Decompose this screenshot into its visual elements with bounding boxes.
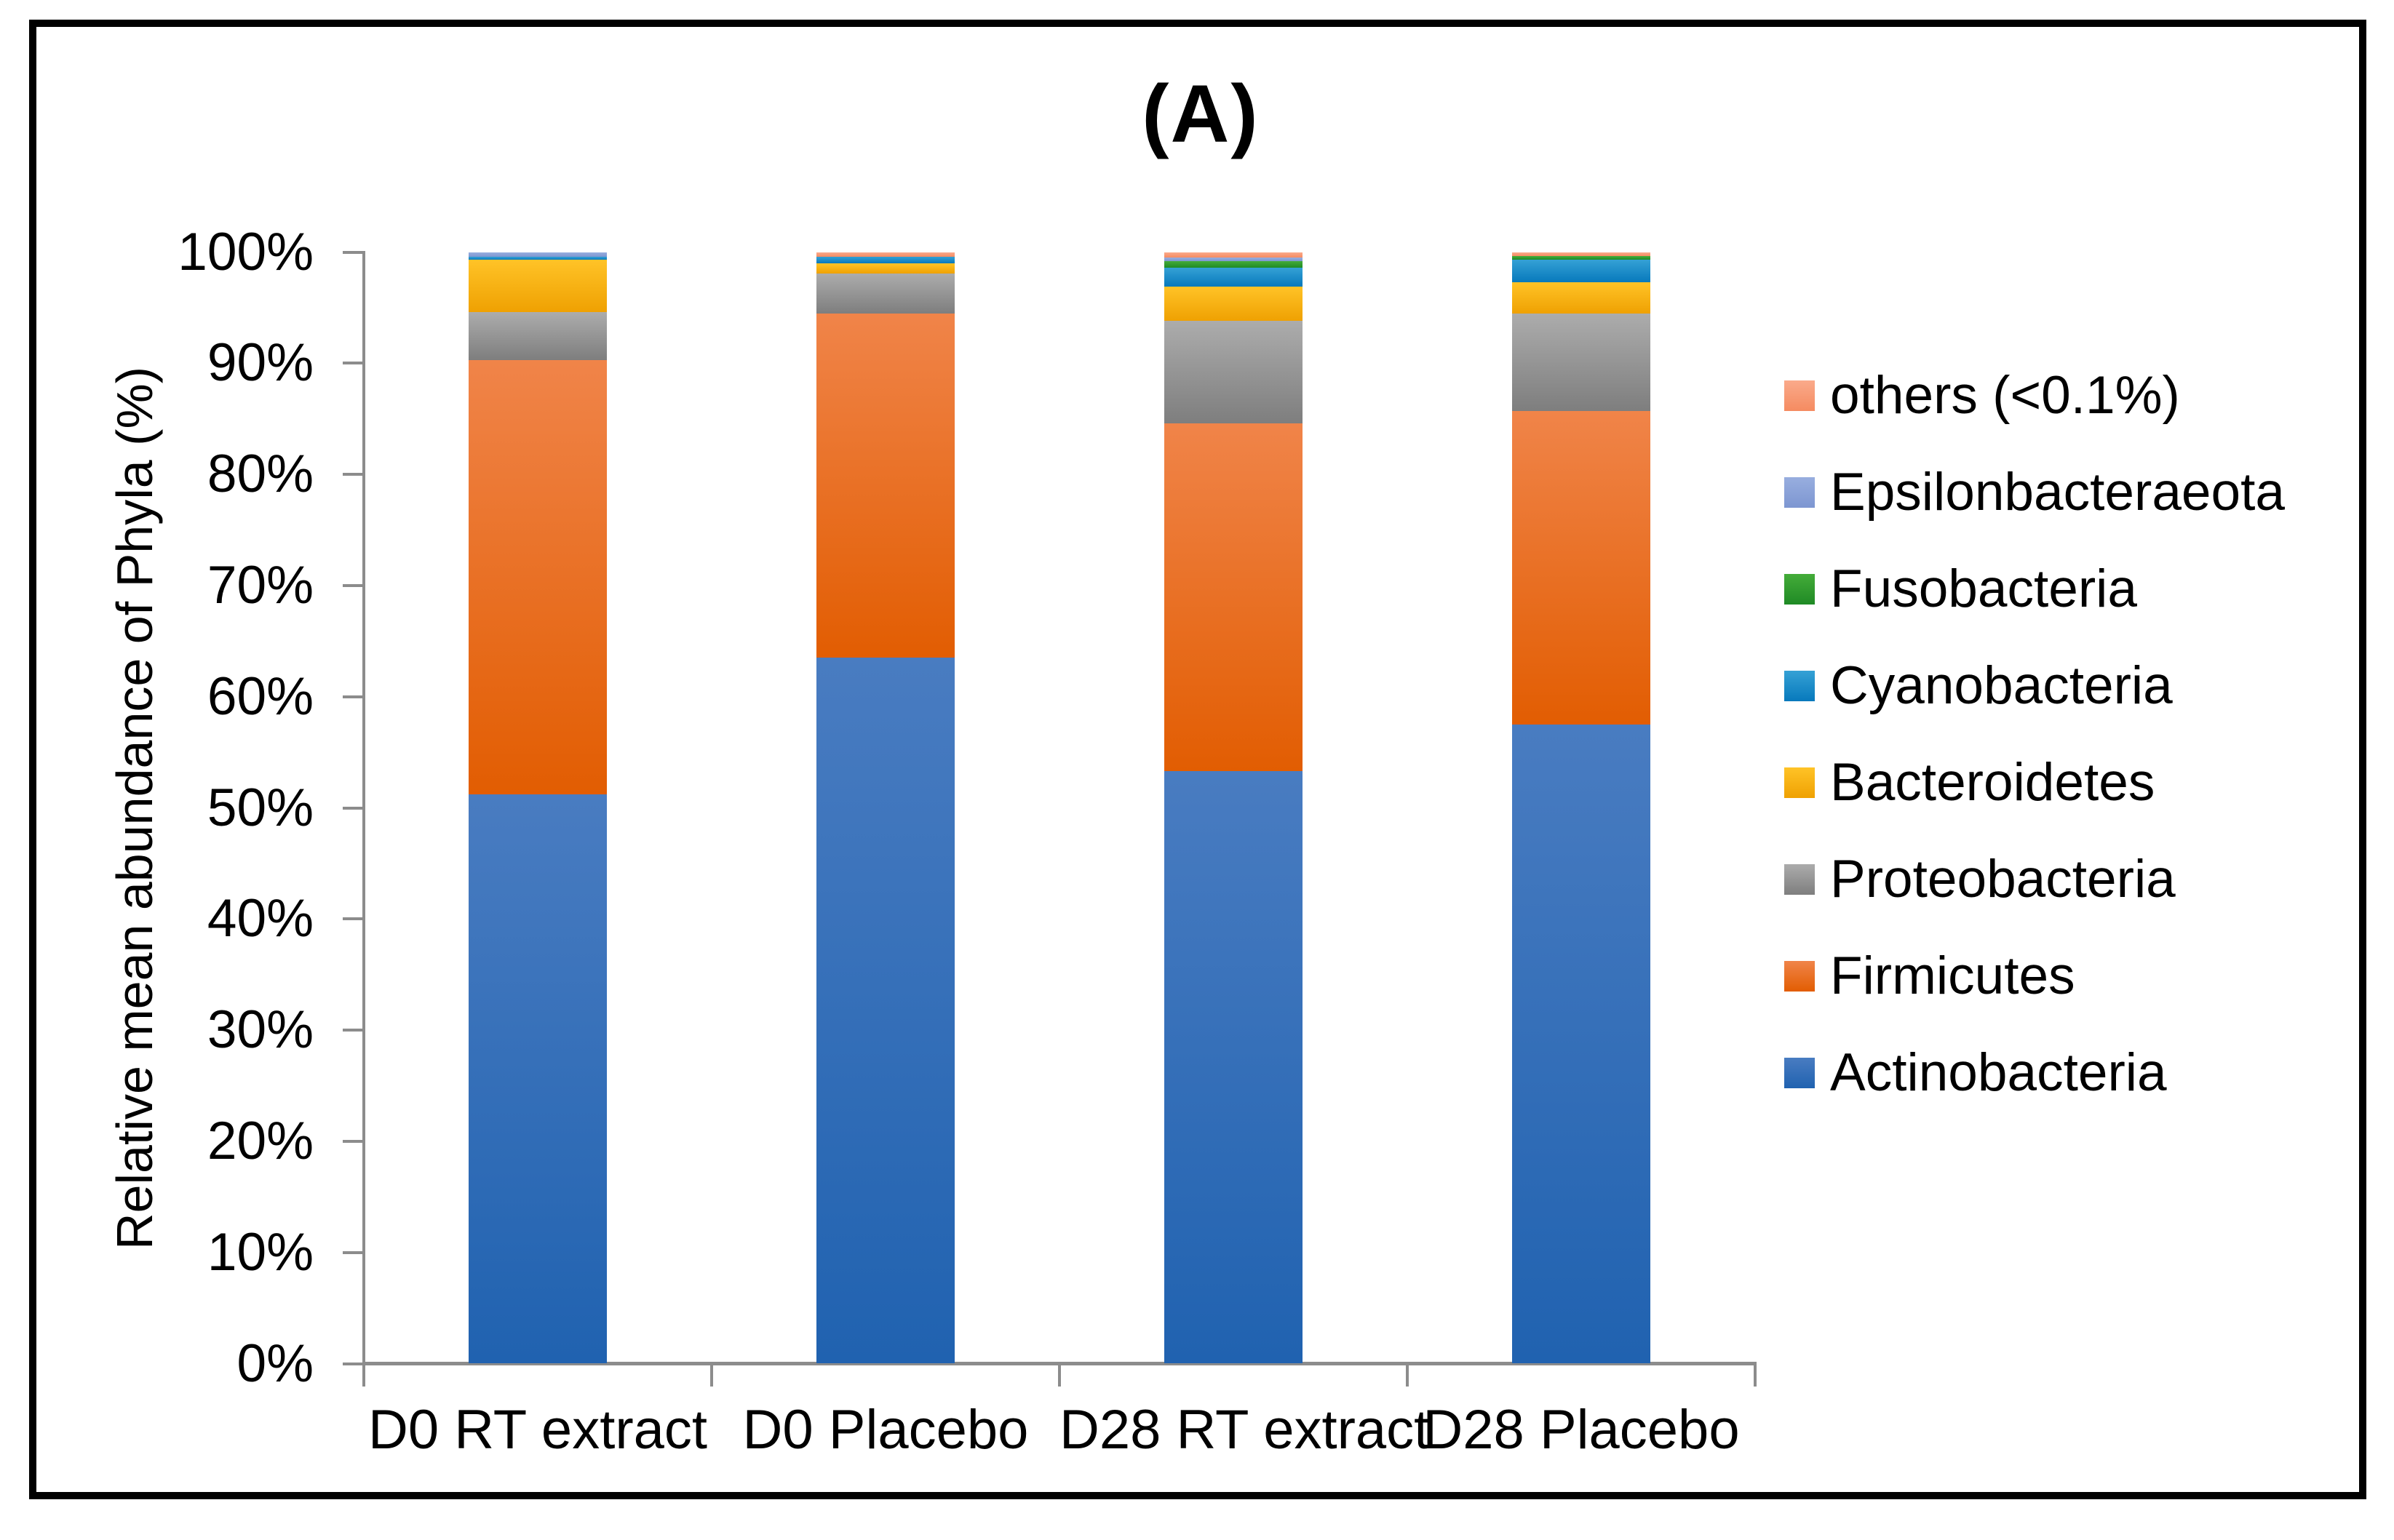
bar-segment-proteobacteria bbox=[1512, 313, 1650, 412]
y-tick-label: 70% bbox=[207, 556, 314, 615]
x-tick-mark bbox=[362, 1362, 365, 1387]
legend-label: Proteobacteria bbox=[1830, 850, 2176, 909]
bar-segment-actinobacteria bbox=[1512, 725, 1650, 1364]
y-tick-mark bbox=[343, 473, 364, 476]
bar-segment-others-0-1- bbox=[1512, 252, 1650, 257]
legend-swatch-icon bbox=[1784, 574, 1815, 605]
x-category-label: D28 Placebo bbox=[1423, 1399, 1740, 1461]
x-tick-mark bbox=[1058, 1362, 1061, 1387]
x-category-label: D28 RT extract bbox=[1059, 1399, 1430, 1461]
y-tick-mark bbox=[343, 806, 364, 810]
bar-segment-cyanobacteria bbox=[816, 256, 955, 263]
bar-segment-actinobacteria bbox=[816, 658, 955, 1364]
legend-label: Epsilonbacteraeota bbox=[1830, 463, 2285, 522]
y-tick-mark bbox=[343, 1362, 364, 1365]
x-category-label: D0 Placebo bbox=[742, 1399, 1029, 1461]
bar-segment-cyanobacteria bbox=[469, 256, 607, 260]
bar-segment-bacteroidetes bbox=[816, 263, 955, 274]
legend-label: Fusobacteria bbox=[1830, 559, 2137, 618]
legend-label: Bacteroidetes bbox=[1830, 753, 2155, 812]
y-tick-label: 10% bbox=[207, 1222, 314, 1282]
bar-segment-bacteroidetes bbox=[469, 260, 607, 313]
bar-segment-firmicutes bbox=[1164, 423, 1303, 772]
y-tick-label: 80% bbox=[207, 444, 314, 504]
y-tick-mark bbox=[343, 584, 364, 588]
bar-segment-actinobacteria bbox=[469, 794, 607, 1364]
bar-segment-others-0-1- bbox=[816, 252, 955, 257]
y-tick-label: 40% bbox=[207, 889, 314, 949]
y-tick-label: 50% bbox=[207, 778, 314, 837]
y-tick-label: 90% bbox=[207, 333, 314, 393]
x-tick-mark bbox=[710, 1362, 713, 1387]
bar-segment-cyanobacteria bbox=[1512, 260, 1650, 282]
bar-segment-proteobacteria bbox=[816, 273, 955, 314]
bar-segment-proteobacteria bbox=[469, 312, 607, 360]
bar-segment-actinobacteria bbox=[1164, 771, 1303, 1364]
y-tick-mark bbox=[343, 362, 364, 365]
x-tick-mark bbox=[1406, 1362, 1409, 1387]
legend-label: others (<0.1%) bbox=[1830, 366, 2180, 425]
legend-label: Actinobacteria bbox=[1830, 1043, 2167, 1102]
bar-segment-others-0-1- bbox=[1164, 252, 1303, 258]
bar-segment-firmicutes bbox=[1512, 411, 1650, 725]
y-tick-mark bbox=[343, 1139, 364, 1143]
bar-segment-bacteroidetes bbox=[1164, 287, 1303, 322]
legend-label: Firmicutes bbox=[1830, 946, 2075, 1005]
x-category-label: D0 RT extract bbox=[367, 1399, 708, 1461]
bar-segment-fusobacteria bbox=[1512, 256, 1650, 260]
bar-segment-fusobacteria bbox=[1164, 260, 1303, 268]
bar-segment-proteobacteria bbox=[1164, 321, 1303, 423]
chart-title: (A) bbox=[1142, 68, 1260, 159]
y-tick-mark bbox=[343, 1250, 364, 1254]
bar-segment-cyanobacteria bbox=[1164, 268, 1303, 287]
legend-swatch-icon bbox=[1784, 477, 1815, 508]
y-tick-mark bbox=[343, 250, 364, 254]
y-tick-label: 0% bbox=[236, 1333, 314, 1393]
bar-segment-bacteroidetes bbox=[1512, 282, 1650, 314]
bar-segment-epsilonbacteraeota bbox=[1164, 257, 1303, 261]
y-tick-label: 100% bbox=[178, 222, 314, 282]
x-tick-mark bbox=[1754, 1362, 1757, 1387]
y-axis-line bbox=[362, 251, 365, 1365]
bar-segment-epsilonbacteraeota bbox=[469, 252, 607, 257]
legend-swatch-icon bbox=[1784, 767, 1815, 798]
y-tick-mark bbox=[343, 695, 364, 698]
legend-swatch-icon bbox=[1784, 864, 1815, 895]
legend-swatch-icon bbox=[1784, 671, 1815, 701]
bar-segment-firmicutes bbox=[469, 359, 607, 795]
legend-swatch-icon bbox=[1784, 380, 1815, 411]
y-tick-label: 20% bbox=[207, 1111, 314, 1170]
y-tick-label: 30% bbox=[207, 1000, 314, 1060]
y-tick-mark bbox=[343, 917, 364, 921]
legend-label: Cyanobacteria bbox=[1830, 656, 2173, 715]
y-tick-label: 60% bbox=[207, 666, 314, 726]
legend-swatch-icon bbox=[1784, 1058, 1815, 1088]
bar-segment-firmicutes bbox=[816, 313, 955, 658]
y-tick-mark bbox=[343, 1029, 364, 1032]
legend-swatch-icon bbox=[1784, 961, 1815, 992]
figure-border bbox=[29, 20, 2366, 1499]
